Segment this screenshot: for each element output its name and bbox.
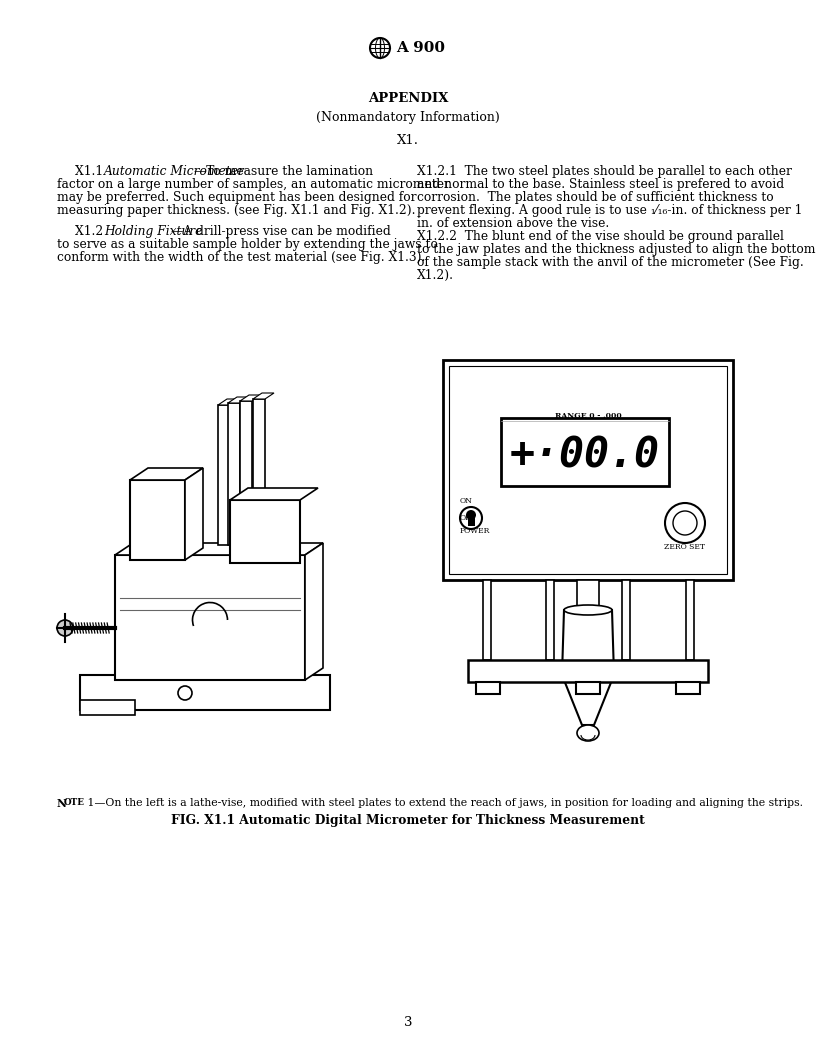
Text: —A drill-press vise can be modified: —A drill-press vise can be modified: [171, 225, 391, 238]
Text: FIG. X1.1 Automatic Digital Micrometer for Thickness Measurement: FIG. X1.1 Automatic Digital Micrometer f…: [171, 814, 645, 827]
Text: Holding Fixture: Holding Fixture: [104, 225, 202, 238]
Bar: [468, 660, 708, 682]
Text: and normal to the base. Stainless steel is prefered to avoid: and normal to the base. Stainless steel …: [417, 178, 784, 191]
Polygon shape: [80, 675, 330, 710]
Text: X1.2).: X1.2).: [417, 269, 454, 282]
Polygon shape: [230, 488, 318, 499]
Bar: [240, 401, 252, 545]
Polygon shape: [240, 395, 261, 401]
Polygon shape: [218, 399, 239, 406]
Text: conform with the width of the test material (see Fig. X1.3).: conform with the width of the test mater…: [57, 250, 425, 264]
Polygon shape: [185, 468, 203, 560]
Text: POWER: POWER: [460, 527, 490, 535]
Polygon shape: [253, 393, 274, 399]
Text: ON: ON: [460, 497, 473, 505]
Bar: [449, 366, 727, 574]
Bar: [228, 403, 240, 545]
Text: Automatic Micrometer: Automatic Micrometer: [104, 165, 245, 178]
Text: to serve as a suitable sample holder by extending the jaws to: to serve as a suitable sample holder by …: [57, 238, 438, 250]
Text: measuring paper thickness. (see Fig. X1.1 and Fig. X1.2).: measuring paper thickness. (see Fig. X1.…: [57, 204, 415, 216]
Text: +·00.0: +·00.0: [510, 434, 660, 476]
Polygon shape: [562, 610, 614, 675]
Ellipse shape: [564, 605, 612, 615]
Text: OFF: OFF: [460, 514, 477, 522]
Bar: [130, 480, 185, 560]
Text: prevent flexing. A good rule is to use ₁⁄₁₆-in. of thickness per 1: prevent flexing. A good rule is to use ₁…: [417, 204, 802, 216]
Bar: [577, 580, 599, 610]
Bar: [218, 406, 230, 545]
Bar: [476, 682, 500, 694]
Text: to the jaw plates and the thickness adjusted to align the bottom: to the jaw plates and the thickness adju…: [417, 243, 815, 256]
Bar: [546, 580, 554, 660]
Text: —To measure the lamination: —To measure the lamination: [194, 165, 373, 178]
Text: RANGE 0 - .000: RANGE 0 - .000: [555, 412, 621, 420]
Circle shape: [466, 510, 476, 520]
Bar: [685, 580, 694, 660]
Text: A 900: A 900: [396, 41, 445, 55]
Text: 3: 3: [404, 1016, 412, 1029]
Text: N: N: [57, 798, 67, 809]
Bar: [230, 499, 300, 563]
Text: in. of extension above the vise.: in. of extension above the vise.: [417, 216, 610, 230]
Text: factor on a large number of samples, an automatic micrometer: factor on a large number of samples, an …: [57, 178, 450, 191]
Bar: [80, 700, 135, 715]
Polygon shape: [228, 397, 249, 403]
Bar: [622, 580, 630, 660]
Bar: [576, 682, 600, 694]
Bar: [253, 399, 265, 545]
Bar: [482, 580, 490, 660]
Text: corrosion.  The plates should be of sufficient thickness to: corrosion. The plates should be of suffi…: [417, 191, 774, 204]
Text: OTE: OTE: [64, 798, 85, 807]
Bar: [115, 555, 305, 680]
Text: X1.: X1.: [397, 133, 419, 147]
Text: 1—On the left is a lathe-vise, modified with steel plates to extend the reach of: 1—On the left is a lathe-vise, modified …: [84, 798, 803, 808]
Bar: [676, 682, 700, 694]
Text: X1.2.1  The two steel plates should be parallel to each other: X1.2.1 The two steel plates should be pa…: [417, 165, 792, 178]
Bar: [443, 360, 733, 580]
Polygon shape: [115, 543, 323, 555]
Text: of the sample stack with the anvil of the micrometer (See Fig.: of the sample stack with the anvil of th…: [417, 256, 804, 269]
Bar: [501, 418, 669, 486]
Text: X1.2.2  The blunt end of the vise should be ground parallel: X1.2.2 The blunt end of the vise should …: [417, 230, 784, 243]
Text: ZERO SET: ZERO SET: [664, 543, 706, 551]
Ellipse shape: [577, 725, 599, 741]
Text: X1.1: X1.1: [75, 165, 111, 178]
Text: may be preferred. Such equipment has been designed for: may be preferred. Such equipment has bee…: [57, 191, 416, 204]
Bar: [468, 518, 474, 526]
Polygon shape: [130, 468, 203, 480]
Polygon shape: [305, 543, 323, 680]
Text: APPENDIX: APPENDIX: [368, 92, 448, 105]
Polygon shape: [562, 675, 614, 725]
Text: (Nonmandatory Information): (Nonmandatory Information): [316, 112, 500, 125]
Circle shape: [57, 620, 73, 636]
Text: X1.2: X1.2: [75, 225, 111, 238]
